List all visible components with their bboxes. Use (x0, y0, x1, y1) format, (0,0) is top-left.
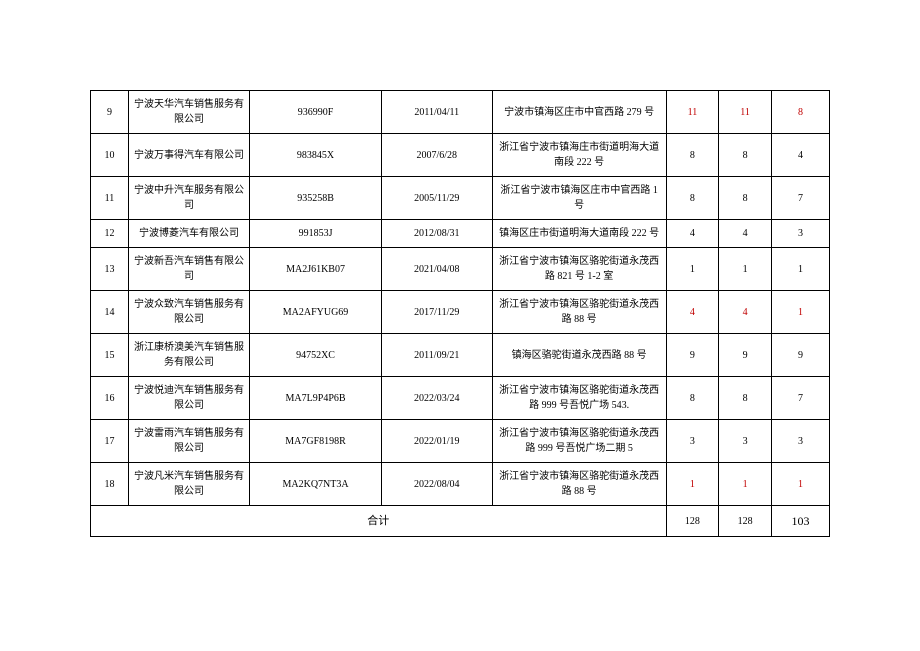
date-cell: 2011/09/21 (381, 334, 492, 377)
table-row: 9宁波天华汽车销售服务有限公司936990F2011/04/11宁波市镇海区庄市… (91, 91, 830, 134)
addr-cell: 浙江省宁波市镇海区骆驼街道永茂西路 999 号吾悦广场 543. (492, 377, 666, 420)
code-cell: 991853J (250, 220, 382, 248)
n3-cell: 3 (771, 220, 829, 248)
seq-cell: 17 (91, 420, 129, 463)
addr-cell: 浙江省宁波市镇海区骆驼街道永茂西路 88 号 (492, 463, 666, 506)
n3-cell: 8 (771, 91, 829, 134)
total-n2-cell: 128 (719, 506, 772, 537)
date-cell: 2021/04/08 (381, 248, 492, 291)
n2-cell: 1 (719, 463, 772, 506)
name-cell: 宁波众致汽车销售服务有限公司 (128, 291, 249, 334)
addr-cell: 宁波市镇海区庄市中官西路 279 号 (492, 91, 666, 134)
code-cell: MA7L9P4P6B (250, 377, 382, 420)
date-cell: 2007/6/28 (381, 134, 492, 177)
table-row: 16宁波悦迪汽车销售服务有限公司MA7L9P4P6B2022/03/24浙江省宁… (91, 377, 830, 420)
n3-cell: 7 (771, 377, 829, 420)
n1-cell: 1 (666, 463, 719, 506)
n1-cell: 4 (666, 291, 719, 334)
n2-cell: 8 (719, 134, 772, 177)
code-cell: 94752XC (250, 334, 382, 377)
n3-cell: 9 (771, 334, 829, 377)
table-row: 15浙江康桥澳美汽车销售服务有限公司94752XC2011/09/21镇海区骆驼… (91, 334, 830, 377)
total-label-cell: 合计 (91, 506, 667, 537)
total-n3-cell: 103 (771, 506, 829, 537)
seq-cell: 9 (91, 91, 129, 134)
table-row: 12宁波博菱汽车有限公司991853J2012/08/31镇海区庄市街道明海大道… (91, 220, 830, 248)
n2-cell: 11 (719, 91, 772, 134)
n2-cell: 8 (719, 377, 772, 420)
name-cell: 宁波悦迪汽车销售服务有限公司 (128, 377, 249, 420)
name-cell: 宁波凡米汽车销售服务有限公司 (128, 463, 249, 506)
addr-cell: 浙江省宁波市镇海区骆驼街道永茂西路 999 号吾悦广场二期 5 (492, 420, 666, 463)
name-cell: 宁波天华汽车销售服务有限公司 (128, 91, 249, 134)
table-row: 17宁波雷雨汽车销售服务有限公司MA7GF8198R2022/01/19浙江省宁… (91, 420, 830, 463)
table-row: 18宁波凡米汽车销售服务有限公司MA2KQ7NT3A2022/08/04浙江省宁… (91, 463, 830, 506)
date-cell: 2012/08/31 (381, 220, 492, 248)
table-row: 14宁波众致汽车销售服务有限公司MA2AFYUG692017/11/29浙江省宁… (91, 291, 830, 334)
n1-cell: 4 (666, 220, 719, 248)
n3-cell: 1 (771, 291, 829, 334)
name-cell: 浙江康桥澳美汽车销售服务有限公司 (128, 334, 249, 377)
seq-cell: 15 (91, 334, 129, 377)
n3-cell: 3 (771, 420, 829, 463)
seq-cell: 11 (91, 177, 129, 220)
code-cell: 935258B (250, 177, 382, 220)
n1-cell: 8 (666, 177, 719, 220)
n3-cell: 7 (771, 177, 829, 220)
addr-cell: 浙江省宁波市镇海庄市街道明海大道南段 222 号 (492, 134, 666, 177)
addr-cell: 浙江省宁波市镇海区庄市中官西路 1 号 (492, 177, 666, 220)
addr-cell: 浙江省宁波市镇海区骆驼街道永茂西路 88 号 (492, 291, 666, 334)
n3-cell: 4 (771, 134, 829, 177)
date-cell: 2022/08/04 (381, 463, 492, 506)
n2-cell: 4 (719, 220, 772, 248)
n2-cell: 4 (719, 291, 772, 334)
seq-cell: 13 (91, 248, 129, 291)
n2-cell: 3 (719, 420, 772, 463)
n1-cell: 3 (666, 420, 719, 463)
name-cell: 宁波雷雨汽车销售服务有限公司 (128, 420, 249, 463)
table-row: 10宁波万事得汽车有限公司983845X2007/6/28浙江省宁波市镇海庄市街… (91, 134, 830, 177)
total-n1-cell: 128 (666, 506, 719, 537)
n3-cell: 1 (771, 463, 829, 506)
table-row: 13宁波新吾汽车销售有限公司MA2J61KB072021/04/08浙江省宁波市… (91, 248, 830, 291)
date-cell: 2022/03/24 (381, 377, 492, 420)
n1-cell: 8 (666, 377, 719, 420)
n1-cell: 8 (666, 134, 719, 177)
table-row: 11宁波中升汽车服务有限公司935258B2005/11/29浙江省宁波市镇海区… (91, 177, 830, 220)
n3-cell: 1 (771, 248, 829, 291)
code-cell: 936990F (250, 91, 382, 134)
code-cell: MA2J61KB07 (250, 248, 382, 291)
n1-cell: 11 (666, 91, 719, 134)
code-cell: MA7GF8198R (250, 420, 382, 463)
date-cell: 2005/11/29 (381, 177, 492, 220)
name-cell: 宁波新吾汽车销售有限公司 (128, 248, 249, 291)
date-cell: 2017/11/29 (381, 291, 492, 334)
date-cell: 2011/04/11 (381, 91, 492, 134)
total-row: 合计128128103 (91, 506, 830, 537)
company-table: 9宁波天华汽车销售服务有限公司936990F2011/04/11宁波市镇海区庄市… (90, 90, 830, 537)
n2-cell: 1 (719, 248, 772, 291)
code-cell: 983845X (250, 134, 382, 177)
date-cell: 2022/01/19 (381, 420, 492, 463)
name-cell: 宁波中升汽车服务有限公司 (128, 177, 249, 220)
n2-cell: 9 (719, 334, 772, 377)
addr-cell: 镇海区骆驼街道永茂西路 88 号 (492, 334, 666, 377)
seq-cell: 10 (91, 134, 129, 177)
code-cell: MA2KQ7NT3A (250, 463, 382, 506)
seq-cell: 18 (91, 463, 129, 506)
addr-cell: 浙江省宁波市镇海区骆驼街道永茂西路 821 号 1-2 室 (492, 248, 666, 291)
seq-cell: 16 (91, 377, 129, 420)
n2-cell: 8 (719, 177, 772, 220)
seq-cell: 14 (91, 291, 129, 334)
seq-cell: 12 (91, 220, 129, 248)
code-cell: MA2AFYUG69 (250, 291, 382, 334)
n1-cell: 9 (666, 334, 719, 377)
addr-cell: 镇海区庄市街道明海大道南段 222 号 (492, 220, 666, 248)
name-cell: 宁波博菱汽车有限公司 (128, 220, 249, 248)
name-cell: 宁波万事得汽车有限公司 (128, 134, 249, 177)
n1-cell: 1 (666, 248, 719, 291)
